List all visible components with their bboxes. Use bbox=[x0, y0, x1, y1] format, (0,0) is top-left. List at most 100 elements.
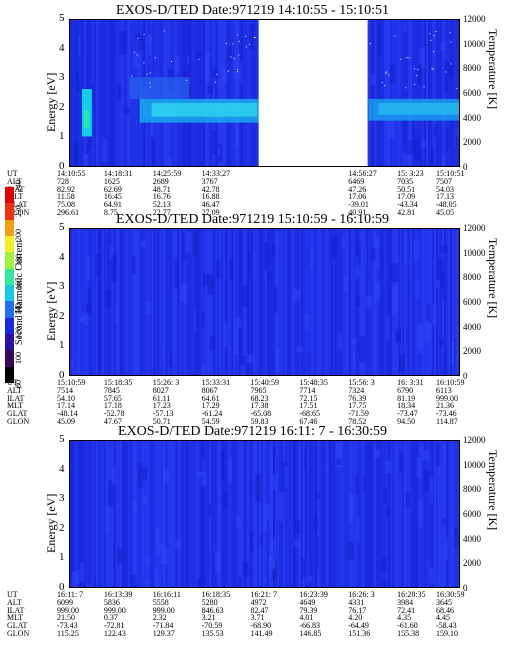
intensity-patch bbox=[264, 242, 268, 270]
streak bbox=[356, 441, 359, 587]
streak bbox=[304, 229, 307, 375]
colorbar-tick-label: 100 bbox=[14, 351, 23, 364]
table-cell: 11.58 bbox=[57, 192, 75, 202]
noise-dot bbox=[215, 81, 217, 83]
streak bbox=[346, 229, 349, 375]
noise-dot bbox=[456, 87, 458, 89]
streak bbox=[270, 229, 273, 375]
streak bbox=[85, 229, 88, 375]
intensity-patch bbox=[294, 520, 301, 535]
intensity-patch bbox=[209, 335, 216, 351]
colorbar-segment bbox=[5, 203, 14, 221]
streak bbox=[159, 229, 162, 375]
streak bbox=[446, 20, 449, 166]
y-tick-label: 0 bbox=[59, 160, 65, 172]
y2-tick-label: 8000 bbox=[463, 484, 481, 495]
streak bbox=[123, 229, 126, 375]
colorbar-label: Second Harmonic Current bbox=[14, 240, 25, 345]
noise-dot bbox=[198, 58, 200, 60]
table-cell: 16:30:59 bbox=[436, 590, 465, 599]
streak bbox=[133, 441, 136, 587]
streak bbox=[436, 229, 439, 375]
streak bbox=[284, 229, 287, 375]
y-tick-label: 0 bbox=[59, 369, 65, 381]
intensity-patch bbox=[93, 582, 97, 587]
streak bbox=[111, 20, 114, 166]
intensity-patch bbox=[130, 574, 137, 587]
streak bbox=[296, 441, 299, 587]
intensity-patch bbox=[359, 336, 366, 362]
table-cell: 47.26 bbox=[348, 184, 367, 194]
streak bbox=[71, 20, 74, 166]
streak bbox=[233, 20, 236, 166]
intensity-patch bbox=[388, 108, 396, 139]
streak bbox=[187, 441, 190, 587]
streak bbox=[388, 229, 391, 375]
y-axis-label: Energy [eV] bbox=[44, 72, 58, 132]
intensity-patch bbox=[159, 165, 165, 166]
streak bbox=[163, 229, 166, 375]
streak bbox=[440, 229, 443, 375]
streak bbox=[237, 20, 240, 166]
intensity-patch bbox=[228, 457, 232, 483]
intensity-patch bbox=[375, 238, 380, 267]
chart-title: EXOS-D/TED Date:971219 16:11: 7 - 16:30:… bbox=[118, 424, 387, 439]
streak bbox=[372, 441, 375, 587]
y2-tick-label: 0 bbox=[463, 583, 468, 593]
streak bbox=[402, 229, 405, 375]
streak bbox=[294, 229, 297, 375]
row-label-mlt: MLT bbox=[7, 192, 24, 202]
streak bbox=[95, 229, 98, 375]
y2-tick-label: 4000 bbox=[463, 533, 481, 544]
table-cell: 16:28:35 bbox=[397, 590, 426, 599]
streak bbox=[155, 441, 158, 587]
noise-dot bbox=[230, 56, 232, 58]
noise-dot bbox=[431, 68, 433, 70]
table-cell: 159.10 bbox=[436, 629, 458, 638]
table-cell: 14:18:31 bbox=[103, 169, 133, 178]
streak bbox=[215, 20, 218, 166]
streak bbox=[276, 229, 279, 375]
streak bbox=[394, 441, 397, 587]
streak bbox=[243, 441, 246, 587]
row-label-glon: GLON bbox=[7, 208, 30, 217]
streak bbox=[235, 229, 238, 375]
streak bbox=[165, 441, 168, 587]
streak bbox=[215, 441, 218, 587]
streak bbox=[91, 441, 94, 587]
table-cell: -68.90 bbox=[250, 621, 272, 631]
noise-dot bbox=[450, 63, 452, 65]
streak bbox=[360, 441, 363, 587]
intensity-patch bbox=[79, 316, 86, 323]
intensity-patch bbox=[201, 364, 206, 375]
intensity-patch bbox=[454, 338, 457, 365]
y-axis-label: Energy [eV] bbox=[44, 493, 58, 553]
intensity-patch bbox=[195, 50, 201, 59]
intensity-patch bbox=[85, 255, 90, 280]
streak bbox=[442, 20, 445, 166]
streak bbox=[392, 20, 395, 166]
table-cell: 17.29 bbox=[201, 401, 220, 411]
table-cell: 62.69 bbox=[103, 184, 122, 194]
streak bbox=[77, 441, 80, 587]
streak bbox=[71, 229, 74, 375]
chart-title: EXOS-D/TED Date:971219 14:10:55 - 15:10:… bbox=[116, 3, 389, 18]
table-cell: 17.06 bbox=[348, 192, 367, 202]
data-gap bbox=[258, 20, 368, 166]
intensity-patch bbox=[431, 146, 434, 166]
y2-tick-label: 0 bbox=[463, 162, 468, 172]
plot-area bbox=[69, 228, 460, 376]
enhancement-band bbox=[378, 102, 459, 115]
noise-dot bbox=[414, 83, 416, 85]
streak bbox=[225, 229, 228, 375]
streak bbox=[133, 229, 136, 375]
table-cell: 8.75 bbox=[103, 208, 118, 217]
streak bbox=[376, 20, 379, 166]
intensity-patch bbox=[247, 251, 251, 273]
streak bbox=[418, 229, 421, 375]
intensity-patch bbox=[109, 245, 114, 258]
streak bbox=[416, 441, 419, 587]
noise-dot bbox=[423, 86, 425, 88]
y2-axis-label: Temperature [K] bbox=[486, 29, 500, 110]
streak bbox=[300, 441, 303, 587]
